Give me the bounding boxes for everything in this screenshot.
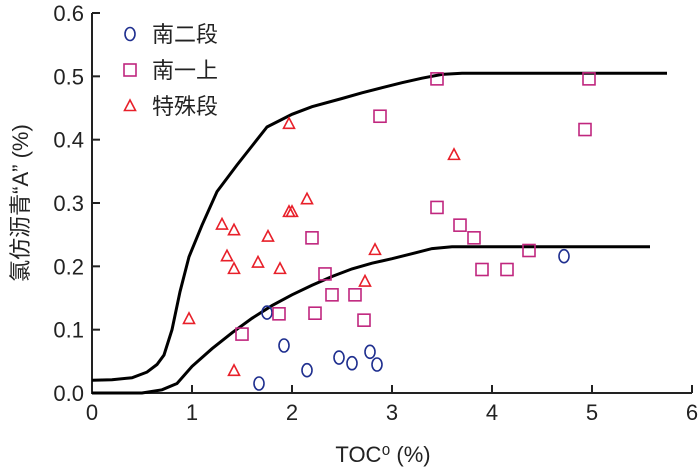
x-axis-title: TOC⁰ (%) [335,442,430,467]
series-square [235,72,596,341]
data-point-square [305,231,319,245]
series-circle [253,248,570,391]
data-point-square [325,288,339,302]
y-tick-label: 0.5 [53,64,84,89]
legend-label: 特殊段 [152,94,218,119]
data-point-circle [346,355,358,371]
data-point-triangle [227,222,241,236]
data-point-square [430,200,444,215]
data-point-circle [301,362,313,378]
data-point-square [318,267,332,281]
lower-boundary-curve [92,245,650,395]
data-point-circle [261,305,273,320]
x-tick-label: 2 [286,400,298,425]
y-tick-label: 0.0 [53,381,84,406]
data-point-triangle [227,363,241,377]
y-tick-label: 0.3 [53,191,84,216]
data-point-square [272,307,286,321]
x-tick-label: 0 [86,400,98,425]
data-point-square [522,243,536,258]
data-point-square [348,288,362,302]
data-point-triangle [261,228,275,242]
y-tick-label: 0.2 [53,254,84,279]
data-point-circle [364,344,376,360]
data-point-square [500,262,514,277]
data-point-triangle [447,147,461,161]
legend-marker-circle [124,26,136,42]
x-tick-label: 6 [686,400,698,425]
data-point-triangle [282,116,296,130]
data-point-triangle [220,248,234,262]
data-point-square [357,313,371,327]
data-point-square [235,327,249,341]
x-tick-label: 3 [386,400,398,425]
data-point-triangle [251,254,265,268]
data-point-square [578,122,592,137]
data-points [182,72,596,391]
data-point-circle [371,357,383,372]
legend-marker-square [123,63,137,77]
data-point-square [373,109,387,124]
data-point-triangle [273,261,287,275]
y-tick-label: 0.1 [53,318,84,343]
data-point-circle [253,376,265,391]
y-tick-label: 0.4 [53,128,84,153]
data-point-square [308,306,322,321]
legend-label: 南二段 [152,22,218,47]
data-point-triangle [182,311,196,325]
data-point-circle [558,248,570,264]
legend-marker-triangle [123,98,137,112]
x-tick-label: 5 [586,400,598,425]
axes: 0 1 2 3 4 5 6 0.0 0.1 0.2 0.3 0.4 0.5 0.6 [53,1,698,425]
legend-label: 南一上 [152,58,218,83]
data-point-triangle [368,242,382,256]
data-point-square [475,262,489,277]
y-axis-title: 氯仿沥青“A” (%) [8,124,33,282]
data-point-triangle [300,191,314,205]
boundary-curves [91,71,667,395]
data-point-triangle [227,261,241,275]
data-point-square [430,72,444,86]
data-point-square [467,231,481,245]
data-point-circle [333,350,345,365]
series-triangle [182,116,461,377]
x-tick-label: 1 [186,400,198,425]
x-tick-label: 4 [486,400,498,425]
data-point-circle [278,338,290,353]
data-point-triangle [358,273,372,287]
data-point-square [453,218,467,232]
upper-boundary-curve [91,71,667,382]
data-point-square [582,72,596,86]
y-tick-label: 0.6 [53,1,84,26]
data-point-triangle [285,204,299,218]
data-point-triangle [215,216,229,230]
